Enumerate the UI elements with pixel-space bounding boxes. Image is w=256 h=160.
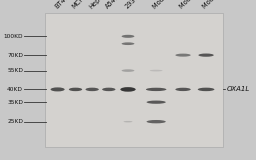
- Text: Mouse liver: Mouse liver: [179, 0, 210, 10]
- Ellipse shape: [120, 87, 136, 92]
- Text: MCF-7: MCF-7: [71, 0, 90, 10]
- FancyBboxPatch shape: [45, 13, 223, 147]
- Ellipse shape: [122, 35, 134, 38]
- Ellipse shape: [51, 87, 65, 91]
- Text: HepG2: HepG2: [88, 0, 108, 10]
- Ellipse shape: [175, 54, 191, 57]
- Text: Mouse heart: Mouse heart: [202, 0, 236, 10]
- Text: 55KD: 55KD: [7, 68, 23, 73]
- Text: Mouse kidney: Mouse kidney: [152, 0, 189, 10]
- Ellipse shape: [146, 101, 166, 104]
- Ellipse shape: [150, 70, 163, 71]
- Text: 100KD: 100KD: [4, 34, 23, 39]
- Ellipse shape: [102, 88, 115, 91]
- Ellipse shape: [123, 121, 133, 122]
- Ellipse shape: [69, 88, 82, 91]
- Text: 25KD: 25KD: [7, 119, 23, 124]
- Text: 40KD: 40KD: [7, 87, 23, 92]
- Text: A549: A549: [104, 0, 121, 10]
- Text: 70KD: 70KD: [7, 53, 23, 58]
- Ellipse shape: [122, 69, 134, 72]
- Ellipse shape: [198, 54, 214, 57]
- Ellipse shape: [122, 42, 134, 45]
- Text: 293T: 293T: [124, 0, 140, 10]
- Text: BT474: BT474: [53, 0, 73, 10]
- Ellipse shape: [146, 88, 166, 91]
- Text: OXA1L: OXA1L: [227, 86, 250, 92]
- Ellipse shape: [198, 88, 215, 91]
- Ellipse shape: [175, 88, 191, 91]
- Ellipse shape: [146, 120, 166, 123]
- Ellipse shape: [86, 88, 99, 91]
- Text: 35KD: 35KD: [7, 100, 23, 105]
